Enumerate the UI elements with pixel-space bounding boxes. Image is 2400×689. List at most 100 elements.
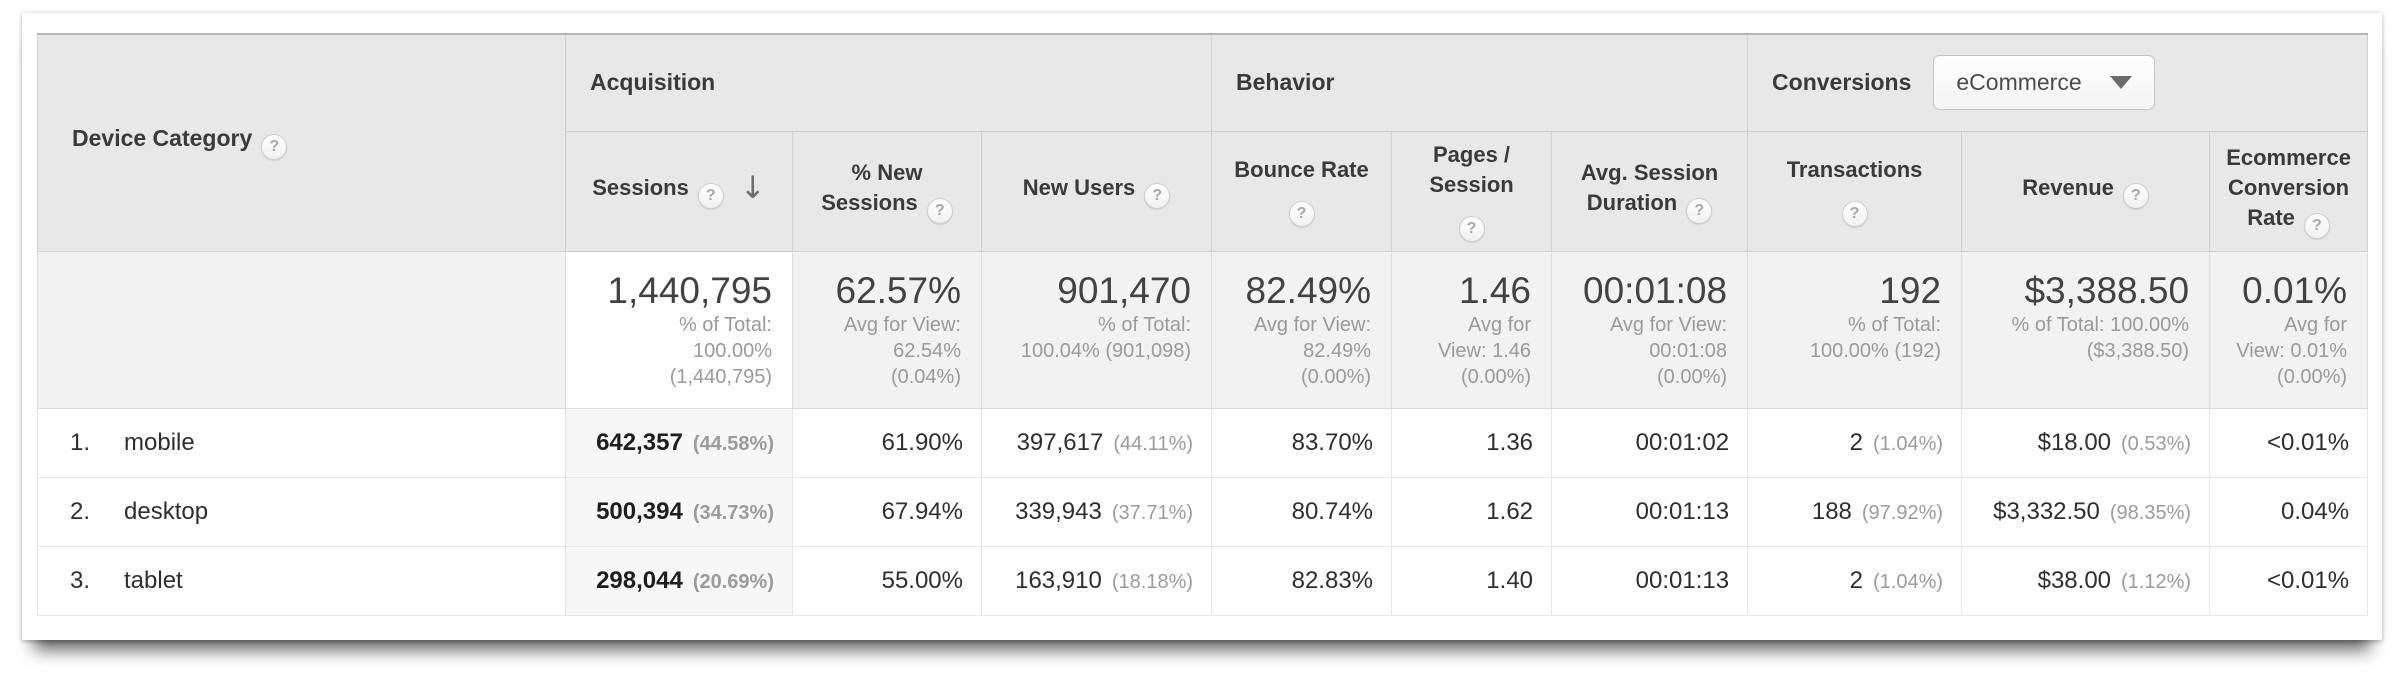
total-subtext: % of Total: xyxy=(1848,313,1942,336)
total-subtext: (0.00%) xyxy=(1460,365,1532,388)
help-icon[interactable]: ? xyxy=(1458,216,1485,242)
bounce-rate-cell: 83.70% xyxy=(1211,407,1393,478)
bounce-rate-cell: 80.74% xyxy=(1211,476,1393,547)
sessions-label: Sessions xyxy=(592,175,689,200)
help-icon[interactable]: ? xyxy=(2303,213,2330,239)
totals-row: 1,440,795 % of Total: 100.00% (1,440,795… xyxy=(37,250,2369,409)
column-header-revenue[interactable]: Revenue? xyxy=(1961,130,2211,252)
column-header-ecommerce-conversion-rate[interactable]: Ecommerce Conversion Rate? xyxy=(2209,130,2369,252)
group-header-behavior: Behavior xyxy=(1211,33,1749,132)
column-header-pct-new-sessions[interactable]: % New Sessions? xyxy=(792,130,982,252)
avg-session-duration-cell: 00:01:13 xyxy=(1551,545,1749,616)
cell-value: 339,943 xyxy=(1015,497,1102,525)
total-subtext: Avg for xyxy=(2284,313,2348,336)
device-category-report-table: Device Category? Acquisition Behavior Co… xyxy=(37,33,2369,616)
column-header-device-category[interactable]: Device Category? xyxy=(37,33,566,252)
revenue-label: Revenue xyxy=(2022,175,2114,200)
column-header-bounce-rate[interactable]: Bounce Rate ? xyxy=(1211,130,1393,252)
pct-new-sessions-cell: 67.94% xyxy=(792,476,982,547)
total-subtext: View: 1.46 xyxy=(1437,339,1532,362)
cell-percent: (44.58%) xyxy=(692,432,774,455)
total-subtext: View: 0.01% xyxy=(2236,339,2348,362)
cell-percent: (1.04%) xyxy=(1873,432,1944,455)
total-subtext: 82.49% xyxy=(1303,339,1372,362)
cell-value: 00:01:13 xyxy=(1635,566,1730,594)
help-icon[interactable]: ? xyxy=(697,183,724,209)
total-subtext: % of Total: xyxy=(1097,313,1192,336)
cell-value: 298,044 xyxy=(596,566,683,594)
cell-value: 2 xyxy=(1849,428,1864,456)
cell-value: 80.74% xyxy=(1291,497,1374,525)
help-icon[interactable]: ? xyxy=(926,198,953,224)
cell-percent: (18.18%) xyxy=(1111,570,1194,593)
sort-descending-icon[interactable]: ↓ xyxy=(739,170,766,206)
help-icon[interactable]: ? xyxy=(1144,183,1171,209)
cell-value: 397,617 xyxy=(1016,428,1104,456)
report-screenshot-card: Device Category? Acquisition Behavior Co… xyxy=(22,13,2382,640)
total-sessions: 1,440,795 % of Total: 100.00% (1,440,795… xyxy=(565,250,793,409)
total-value: 1.46 xyxy=(1459,269,1532,311)
help-icon[interactable]: ? xyxy=(1686,198,1713,224)
new-users-label: New Users xyxy=(1022,175,1136,200)
avg-session-duration-cell: 00:01:02 xyxy=(1551,407,1749,478)
cell-value: 0.04% xyxy=(2281,497,2350,525)
total-subtext: ($3,388.50) xyxy=(2086,339,2190,362)
transactions-label: Transactions xyxy=(1786,157,1923,182)
transactions-cell: 188 (97.92%) xyxy=(1747,476,1963,547)
cell-value: <0.01% xyxy=(2267,566,2350,594)
avg-session-duration-label: Avg. Session Duration xyxy=(1580,160,1719,215)
total-pct-new-sessions: 62.57% Avg for View: 62.54% (0.04%) xyxy=(792,250,982,409)
cell-value: 00:01:13 xyxy=(1635,497,1730,525)
cell-percent: (98.35%) xyxy=(2109,501,2192,524)
help-icon[interactable]: ? xyxy=(1288,201,1315,227)
cell-value: 500,394 xyxy=(596,497,683,525)
column-header-new-users[interactable]: New Users? xyxy=(980,130,1213,252)
cell-value: 1.40 xyxy=(1486,566,1534,594)
conversions-type-dropdown[interactable]: eCommerce xyxy=(1933,55,2155,111)
total-value: 82.49% xyxy=(1245,269,1372,311)
cell-percent: (97.92%) xyxy=(1861,501,1944,524)
revenue-cell: $38.00 (1.12%) xyxy=(1961,545,2211,616)
device-category-value: desktop xyxy=(124,497,209,525)
total-subtext: Avg for View: xyxy=(1609,313,1728,336)
total-subtext: 100.00% xyxy=(693,339,772,362)
total-subtext: % of Total: 100.00% xyxy=(2011,313,2190,336)
device-category-value: mobile xyxy=(124,428,195,456)
cell-value: 642,357 xyxy=(596,428,683,456)
transactions-cell: 2 (1.04%) xyxy=(1747,407,1963,478)
table-row: 2. desktop 500,394 (34.73%) 67.94% 339,943… xyxy=(37,476,2369,547)
help-icon[interactable]: ? xyxy=(1841,201,1868,227)
ecommerce-conversion-rate-cell: <0.01% xyxy=(2209,545,2369,616)
bounce-rate-cell: 82.83% xyxy=(1211,545,1393,616)
total-subtext: Avg for View: xyxy=(843,313,961,336)
conversions-group-label: Conversions xyxy=(1772,69,1912,96)
row-index: 1. xyxy=(70,428,91,456)
total-pages-per-session: 1.46 Avg for View: 1.46 (0.00%) xyxy=(1391,250,1553,409)
pct-new-sessions-label: % New Sessions xyxy=(821,160,923,215)
cell-value: 82.83% xyxy=(1291,566,1374,594)
dimension-cell-mobile: 1. mobile xyxy=(37,407,566,478)
total-subtext: Avg for xyxy=(1468,313,1532,336)
row-index: 3. xyxy=(70,566,91,594)
total-subtext: % of Total: xyxy=(678,313,772,336)
total-subtext: 100.00% (192) xyxy=(1809,339,1942,362)
column-header-transactions[interactable]: Transactions ? xyxy=(1747,130,1963,252)
help-icon[interactable]: ? xyxy=(261,134,288,161)
cell-value: 2 xyxy=(1849,566,1864,594)
behavior-group-label: Behavior xyxy=(1236,69,1335,96)
table-row: 1. mobile 642,357 (44.58%) 61.90% 397,617 (… xyxy=(37,407,2369,478)
total-revenue: $3,388.50 % of Total: 100.00% ($3,388.50… xyxy=(1961,250,2211,409)
cell-value: $18.00 xyxy=(2037,428,2112,456)
help-icon[interactable]: ? xyxy=(2122,183,2149,209)
cell-percent: (37.71%) xyxy=(1111,501,1194,524)
cell-value: 55.00% xyxy=(881,566,963,594)
column-header-avg-session-duration[interactable]: Avg. Session Duration? xyxy=(1551,130,1749,252)
cell-value: 1.62 xyxy=(1486,497,1534,525)
total-subtext: (0.00%) xyxy=(1657,365,1728,388)
column-header-pages-per-session[interactable]: Pages / Session ? xyxy=(1391,130,1553,252)
cell-percent: (44.11%) xyxy=(1113,432,1194,455)
new-users-cell: 397,617 (44.11%) xyxy=(980,407,1213,478)
table-row: 3. tablet 298,044 (20.69%) 55.00% 163,910 (… xyxy=(37,545,2369,616)
column-header-sessions[interactable]: Sessions? ↓ xyxy=(565,130,793,252)
total-transactions: 192 % of Total: 100.00% (192) xyxy=(1747,250,1963,409)
